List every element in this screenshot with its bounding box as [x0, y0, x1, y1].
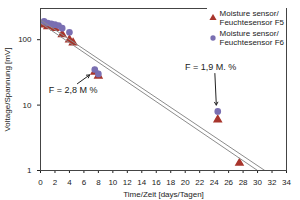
html-text:Feuchtesensor F6: Feuchtesensor F6 [219, 38, 284, 47]
svg-text:30: 30 [253, 178, 262, 187]
svg-text:10: 10 [23, 101, 32, 110]
svg-text:F = 1,9 M. %: F = 1,9 M. % [185, 62, 236, 72]
svg-text:26: 26 [224, 178, 233, 187]
svg-text:28: 28 [239, 178, 248, 187]
svg-text:34: 34 [282, 178, 291, 187]
svg-text:22: 22 [195, 178, 204, 187]
svg-text:10: 10 [108, 178, 117, 187]
svg-text:12: 12 [123, 178, 132, 187]
svg-text:1: 1 [27, 166, 32, 175]
svg-text:24: 24 [210, 178, 219, 187]
svg-text:2: 2 [53, 178, 58, 187]
html-text:Feuchtesensor F5: Feuchtesensor F5 [219, 18, 284, 27]
html-text:Moisture sensor/: Moisture sensor/ [219, 29, 279, 38]
svg-text:4: 4 [67, 178, 72, 187]
svg-text:32: 32 [268, 178, 277, 187]
svg-text:Time/Zeit [days/Tagen]: Time/Zeit [days/Tagen] [123, 190, 204, 199]
svg-text:20: 20 [181, 178, 190, 187]
svg-text:14: 14 [137, 178, 146, 187]
html-text:Moisture sensor/: Moisture sensor/ [219, 9, 279, 18]
svg-text:8: 8 [96, 178, 101, 187]
svg-text:6: 6 [82, 178, 87, 187]
svg-text:Voltage/Spannung [mV]: Voltage/Spannung [mV] [3, 47, 12, 131]
svg-text:0: 0 [38, 178, 43, 187]
svg-text:100: 100 [18, 35, 32, 44]
svg-text:16: 16 [152, 178, 161, 187]
svg-text:F = 2,8 M %: F = 2,8 M % [49, 85, 98, 95]
svg-text:18: 18 [166, 178, 175, 187]
